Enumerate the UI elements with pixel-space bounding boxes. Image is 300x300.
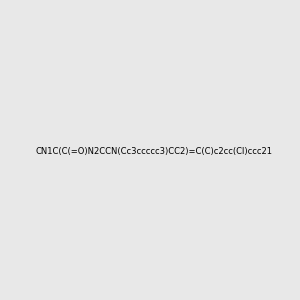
Text: CN1C(C(=O)N2CCN(Cc3ccccc3)CC2)=C(C)c2cc(Cl)ccc21: CN1C(C(=O)N2CCN(Cc3ccccc3)CC2)=C(C)c2cc(… xyxy=(35,147,272,156)
